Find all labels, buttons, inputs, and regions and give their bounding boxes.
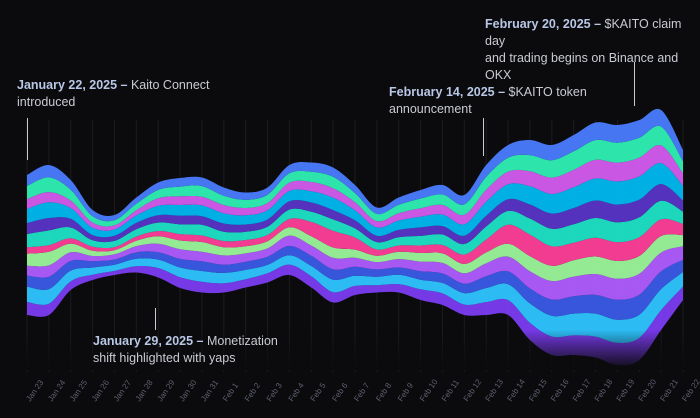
x-tick-label-16: Feb 8: [374, 381, 393, 403]
x-tick-label-15: Feb 7: [352, 381, 371, 403]
x-tick-label-8: Jan 31: [199, 378, 220, 403]
x-tick-label-23: Feb 15: [527, 377, 549, 403]
x-tick-label-24: Feb 16: [549, 377, 571, 403]
annotation-jan22-line: [27, 118, 28, 160]
annotation-jan22: January 22, 2025 – Kaito Connect introdu…: [17, 77, 217, 111]
stream-layer-s10: [27, 145, 683, 231]
stream-layer-s9: [27, 162, 683, 238]
x-tick-label-29: Feb 21: [658, 377, 680, 403]
x-tick-label-17: Feb 9: [396, 381, 415, 403]
x-tick-label-22: Feb 14: [505, 377, 527, 403]
x-tick-label-7: Jan 30: [177, 378, 198, 403]
stream-layer-s7: [27, 200, 683, 255]
x-tick-label-18: Feb 10: [418, 377, 440, 403]
stream-layer-s3: [27, 245, 683, 320]
stream-layer-s8: [27, 184, 683, 245]
stream-layer-s2: [27, 255, 683, 343]
annotation-feb20: February 20, 2025 – $KAITO claim day and…: [485, 16, 700, 84]
annotation-jan29-line: [155, 308, 156, 330]
stream-layer-s5: [27, 227, 683, 282]
x-tick-label-12: Feb 4: [287, 381, 306, 403]
annotation-feb14: February 14, 2025 – $KAITO token announc…: [389, 84, 619, 118]
x-tick-label-21: Feb 13: [483, 377, 505, 403]
stream-layer-s1: [27, 264, 683, 366]
annotation-jan22-text1: Kaito Connect: [127, 78, 210, 92]
x-tick-label-11: Feb 3: [265, 381, 284, 403]
annotation-feb20-line: [634, 62, 635, 106]
annotation-jan22-date: January 22, 2025 –: [17, 78, 128, 92]
x-tick-label-10: Feb 2: [243, 381, 262, 403]
x-tick-label-19: Feb 11: [440, 378, 462, 404]
stream-layer-s11: [27, 125, 683, 227]
x-tick-label-0: Jan 23: [24, 378, 45, 403]
annotation-feb20-date: February 20, 2025 –: [485, 17, 602, 31]
x-tick-label-13: Feb 5: [309, 381, 328, 403]
stream-layers: [27, 108, 683, 366]
x-tick-label-30: Feb 22: [680, 377, 700, 403]
x-tick-label-2: Jan 25: [68, 378, 89, 403]
x-tick-label-27: Feb 19: [615, 377, 637, 403]
x-tick-label-26: Feb 18: [593, 377, 615, 403]
annotation-jan22-text2: introduced: [17, 95, 76, 109]
annotation-feb14-text2: announcement: [389, 102, 472, 116]
x-tick-label-4: Jan 27: [112, 378, 133, 403]
x-axis-ticks: Jan 23 Jan 24 Jan 25 Jan 26 Jan 27 Jan 28 Jan …: [24, 377, 700, 403]
annotation-feb14-date: February 14, 2025 –: [389, 85, 506, 99]
annotation-feb14-text1: $KAITO token: [505, 85, 587, 99]
x-tick-label-6: Jan 29: [155, 378, 176, 403]
x-tick-label-14: Feb 6: [330, 381, 349, 403]
stream-layer-s6: [27, 218, 683, 266]
x-tick-label-5: Jan 28: [134, 378, 155, 403]
x-tick-label-20: Feb 12: [462, 377, 484, 403]
annotation-jan29-text2: shift highlighted with yaps: [93, 351, 236, 365]
x-tick-label-3: Jan 26: [90, 378, 111, 403]
x-tick-label-28: Feb 20: [637, 377, 659, 403]
annotation-jan29-text1: Monetization: [203, 334, 278, 348]
x-tick-label-9: Feb 1: [221, 381, 240, 403]
bottom-fade: [0, 330, 700, 370]
stream-layer-s4: [27, 235, 683, 300]
annotation-jan29: January 29, 2025 – Monetization shift hi…: [93, 333, 333, 367]
x-tick-label-25: Feb 17: [571, 377, 593, 403]
annotation-feb20-text1: $KAITO claim day: [485, 17, 682, 48]
annotation-jan29-date: January 29, 2025 –: [93, 334, 204, 348]
annotation-feb14-line: [483, 118, 484, 156]
annotation-feb20-text2: and trading begins on Binance and OKX: [485, 51, 679, 82]
x-tick-label-1: Jan 24: [46, 378, 67, 403]
